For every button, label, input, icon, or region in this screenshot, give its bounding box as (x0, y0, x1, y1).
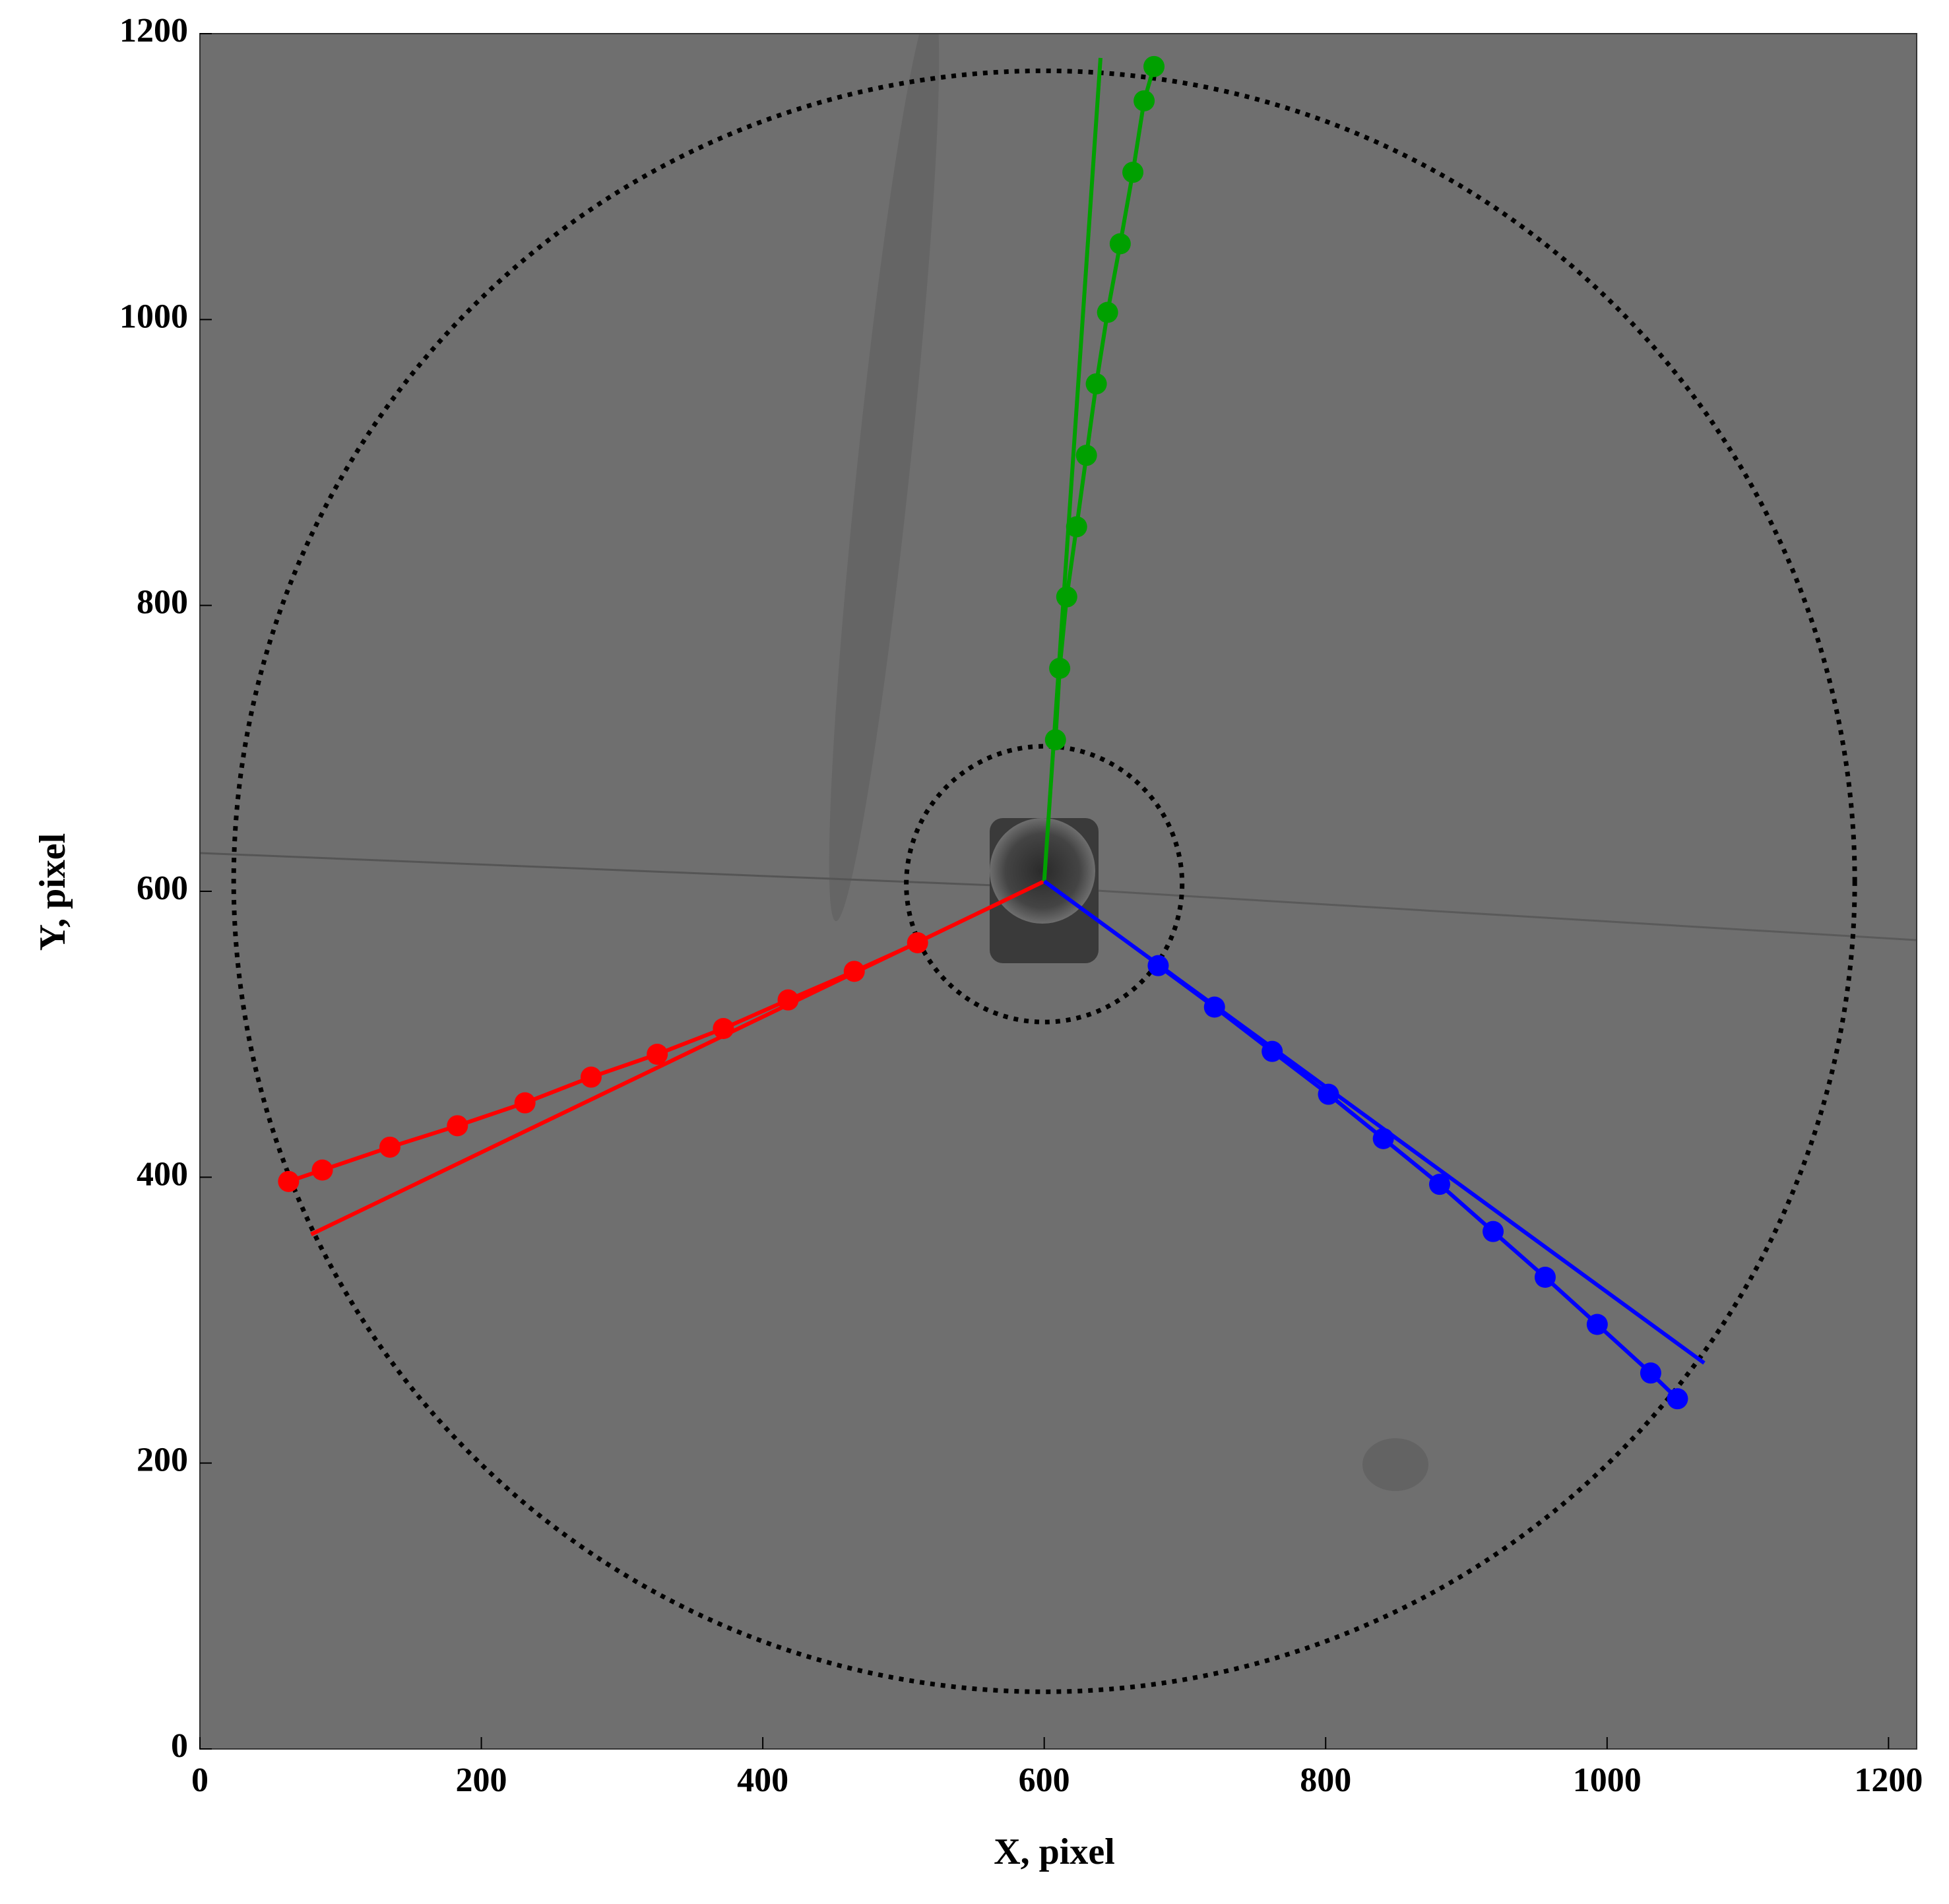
point (1134, 90, 1155, 111)
point (1147, 955, 1169, 976)
point (379, 1136, 400, 1158)
point (1640, 1362, 1661, 1384)
point (1428, 1174, 1450, 1195)
point (1262, 1040, 1283, 1062)
x-axis-label: X, pixel (994, 1831, 1115, 1872)
x-tick-label: 800 (1300, 1761, 1351, 1799)
point (843, 961, 865, 982)
point (713, 1018, 734, 1039)
x-tick-label: 1200 (1854, 1761, 1923, 1799)
point (1097, 301, 1118, 323)
x-tick-label: 0 (191, 1761, 208, 1799)
dashed-circle (231, 68, 1857, 1694)
y-tick-label: 400 (137, 1155, 188, 1193)
point (1534, 1267, 1556, 1288)
y-tick-label: 600 (137, 870, 188, 907)
point (777, 989, 799, 1011)
point (1667, 1388, 1688, 1410)
point (1483, 1221, 1504, 1242)
x-tick-label: 200 (456, 1761, 507, 1799)
y-tick-label: 1200 (119, 12, 188, 49)
x-tick-label: 1000 (1573, 1761, 1642, 1799)
x-tick-label: 600 (1019, 1761, 1070, 1799)
point (1085, 373, 1107, 395)
point (647, 1044, 668, 1065)
y-tick-label: 0 (171, 1727, 188, 1765)
y-axis-label: Y, pixel (32, 833, 73, 951)
point (278, 1170, 300, 1192)
dashed-circle (904, 744, 1185, 1025)
point (1318, 1083, 1339, 1105)
point (907, 932, 928, 953)
point (514, 1092, 536, 1114)
x-tick-label: 400 (737, 1761, 788, 1799)
plot-area (231, 55, 1857, 1694)
point (1044, 729, 1066, 751)
point (311, 1159, 333, 1181)
point (1372, 1127, 1394, 1149)
point (1075, 445, 1097, 466)
point (1586, 1314, 1608, 1335)
point (1056, 586, 1077, 608)
y-tick-label: 200 (137, 1442, 188, 1479)
point (1109, 233, 1131, 255)
point (580, 1066, 602, 1088)
point (1049, 658, 1071, 679)
y-tick-label: 1000 (119, 298, 188, 335)
point (1143, 55, 1165, 77)
photo-background (200, 34, 1917, 1749)
point (1203, 996, 1225, 1018)
y-tick-label: 800 (137, 584, 188, 621)
point (447, 1115, 468, 1137)
point (1066, 516, 1087, 538)
point (1122, 162, 1144, 183)
